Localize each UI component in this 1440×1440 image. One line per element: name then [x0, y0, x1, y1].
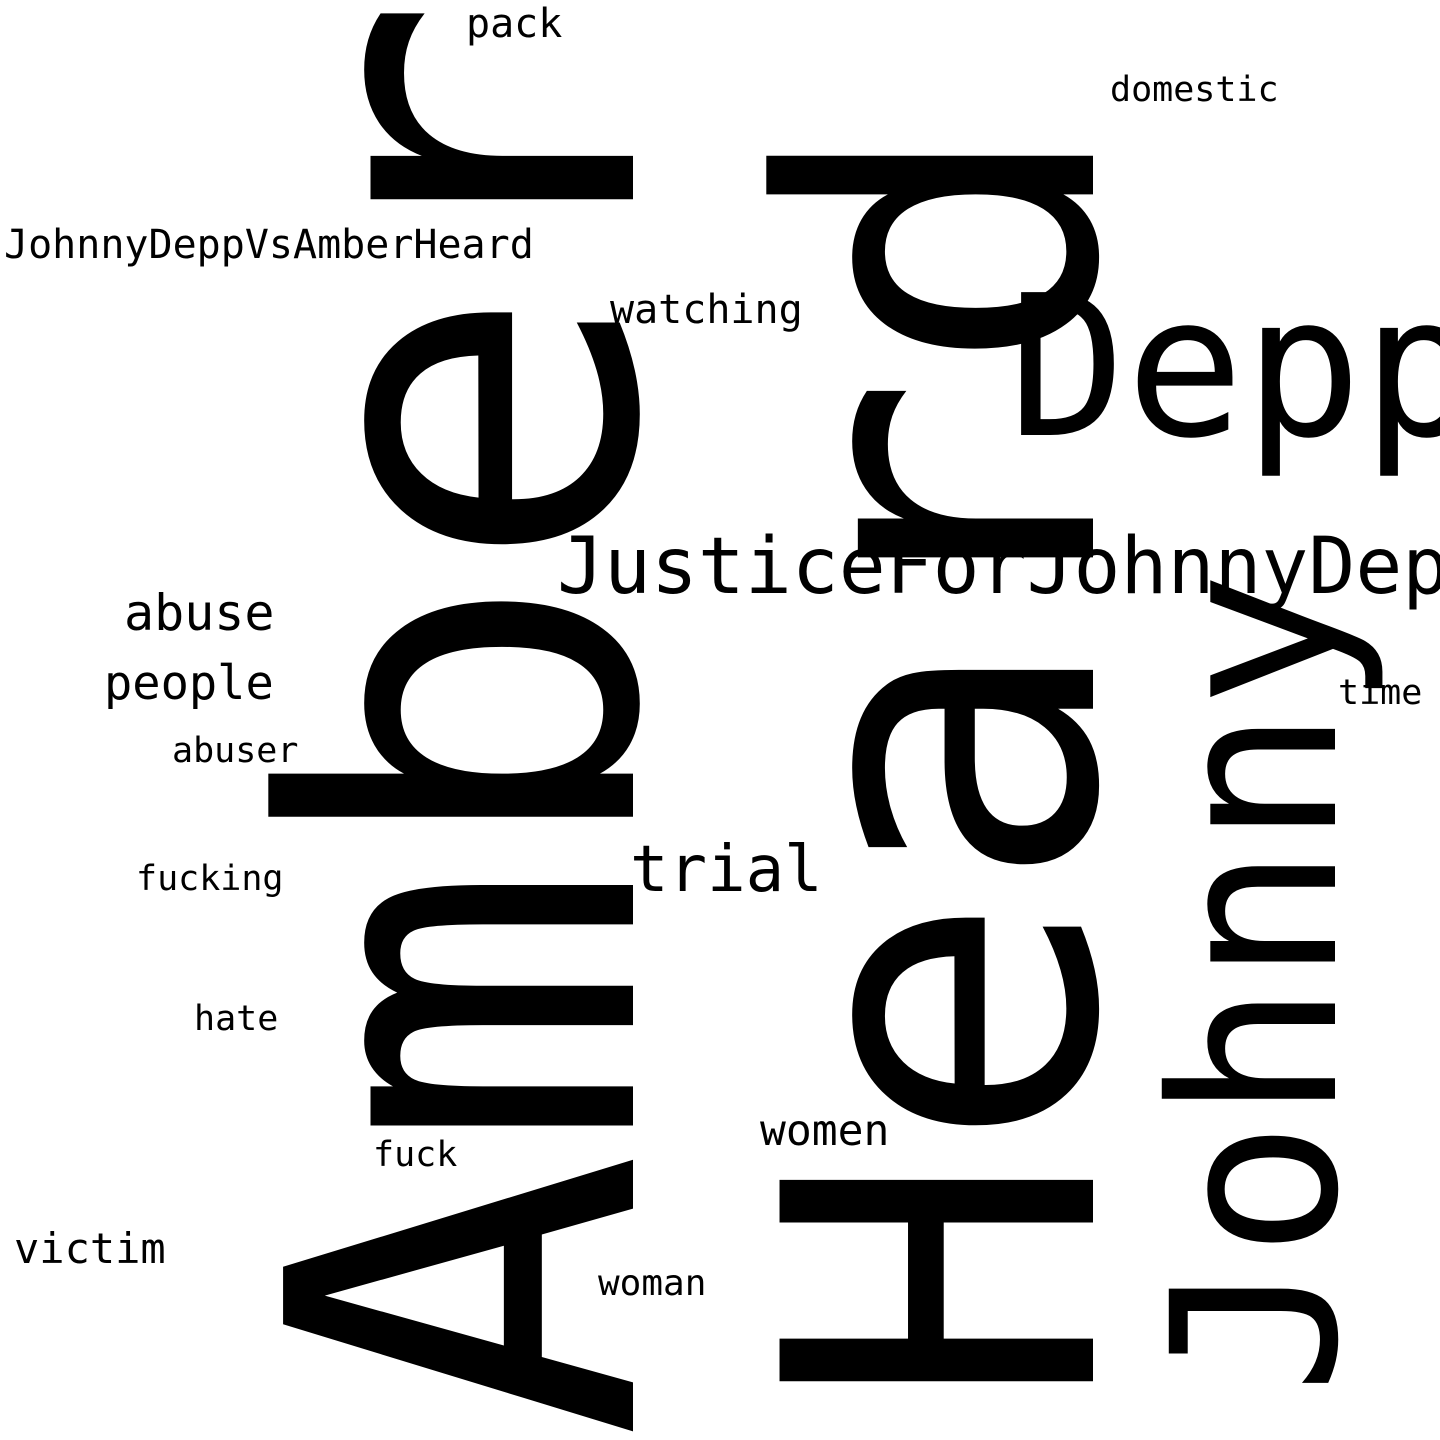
word-hate: hate	[194, 999, 279, 1039]
word-fucking: fucking	[136, 859, 284, 899]
word-pack: pack	[466, 1, 563, 47]
word-watching: watching	[610, 287, 803, 333]
word-domestic: domestic	[1110, 70, 1279, 110]
word-woman: woman	[598, 1263, 707, 1304]
word-johnnydeppvsamberheard: JohnnyDeppVsAmberHeard	[4, 222, 534, 268]
word-fuck: fuck	[373, 1135, 458, 1175]
word-women: women	[760, 1106, 890, 1156]
word-johnny: Johnny	[1123, 571, 1389, 1395]
word-time: time	[1338, 673, 1423, 713]
word-abuser: abuser	[172, 731, 299, 771]
word-justiceforjohnnydepp: JusticeForJohnnyDepp	[557, 522, 1440, 612]
word-trial: trial	[630, 833, 823, 907]
word-victim: victim	[14, 1224, 166, 1273]
word-abuse: abuse	[124, 584, 275, 642]
word-people: people	[104, 656, 274, 711]
word-depp: Depp	[1008, 254, 1440, 482]
word-amber: Amber	[188, 0, 747, 1440]
